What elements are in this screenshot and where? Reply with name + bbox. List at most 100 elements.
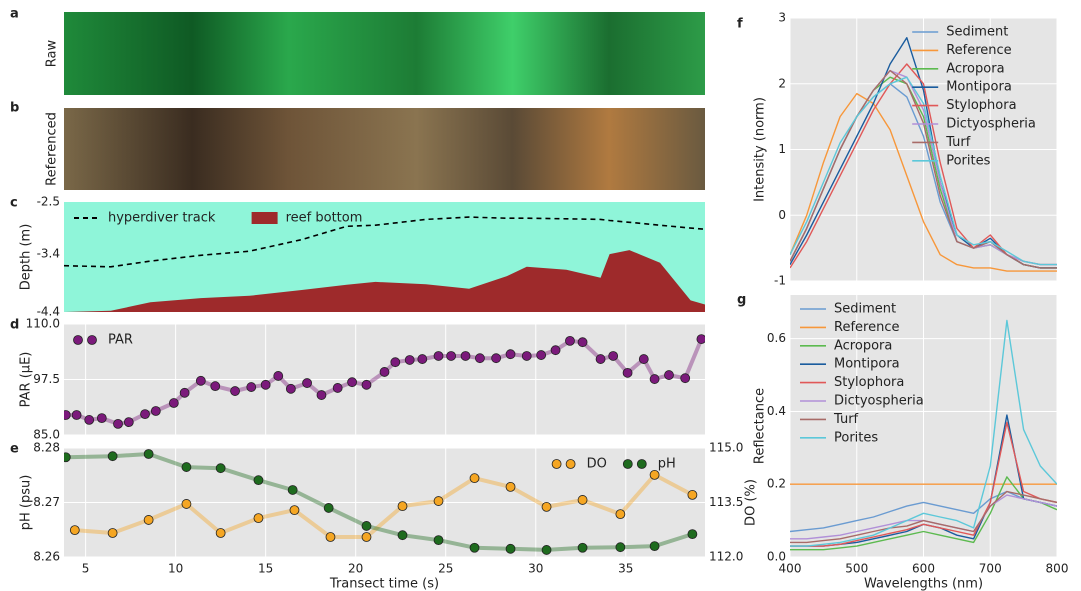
x-axis-label: Wavelengths (nm) xyxy=(864,577,983,591)
y-axis-label: PAR (μE) xyxy=(19,352,34,408)
marker xyxy=(231,387,240,396)
x-tick-label: 35 xyxy=(618,562,633,576)
marker xyxy=(398,502,407,511)
marker xyxy=(180,388,189,397)
marker xyxy=(398,531,407,540)
marker xyxy=(616,543,625,552)
y-axis-label: Intensity (norm) xyxy=(753,97,768,202)
x-tick-label: 500 xyxy=(845,562,868,576)
plot xyxy=(61,324,706,435)
y2-tick-label: 113.5 xyxy=(709,495,743,509)
photo-mosaic xyxy=(64,108,705,190)
marker xyxy=(542,545,551,554)
legend-swatch xyxy=(252,212,278,224)
marker xyxy=(380,367,389,376)
y-tick-label: -1 xyxy=(774,274,786,288)
legend-marker xyxy=(552,460,561,469)
legend-label: DO xyxy=(587,457,607,472)
legend-label: reef bottom xyxy=(286,211,363,226)
y-tick-label: 8.26 xyxy=(33,550,60,564)
marker xyxy=(141,410,150,419)
panel-letter: b xyxy=(10,101,19,116)
marker xyxy=(144,515,153,524)
y-axis-label: Depth (m) xyxy=(19,224,34,291)
marker xyxy=(506,482,515,491)
x-tick-label: 5 xyxy=(82,562,90,576)
legend-label: Reference xyxy=(946,43,1011,58)
marker xyxy=(261,380,270,389)
photo-mosaic xyxy=(64,12,705,95)
x-tick-label: 15 xyxy=(258,562,273,576)
y-tick-label: 0.6 xyxy=(767,331,786,345)
marker xyxy=(551,346,560,355)
marker xyxy=(650,470,659,479)
legend-label: Porites xyxy=(946,153,990,168)
y-tick-label: 1 xyxy=(778,142,786,156)
legend-label: pH xyxy=(658,457,676,472)
marker xyxy=(537,351,546,360)
x-tick-label: 600 xyxy=(912,562,935,576)
legend-label: Dictyospheria xyxy=(834,394,924,409)
marker xyxy=(596,355,605,364)
marker xyxy=(247,383,256,392)
panel-letter: a xyxy=(10,7,19,22)
marker xyxy=(609,351,618,360)
legend-label: Montipora xyxy=(946,80,1012,95)
marker xyxy=(688,490,697,499)
marker xyxy=(418,355,427,364)
y2-axis-label: DO (%) xyxy=(744,479,759,526)
marker xyxy=(362,533,371,542)
marker xyxy=(681,374,690,383)
marker xyxy=(475,354,484,363)
plot xyxy=(790,18,1057,281)
marker xyxy=(317,391,326,400)
marker xyxy=(303,379,312,388)
y-axis-label: pH (psu) xyxy=(19,475,34,531)
marker xyxy=(85,415,94,424)
legend-label: Stylophora xyxy=(946,98,1016,113)
marker xyxy=(688,530,697,539)
marker xyxy=(333,383,342,392)
marker xyxy=(362,380,371,389)
x-tick-label: 700 xyxy=(979,562,1002,576)
y-tick-label: 0.4 xyxy=(767,404,786,418)
marker xyxy=(151,407,160,416)
marker xyxy=(664,371,673,380)
y-tick-label: -3.4 xyxy=(37,247,60,261)
marker xyxy=(348,378,357,387)
y-tick-label: 0.2 xyxy=(767,477,786,491)
y-tick-label: 8.27 xyxy=(33,495,60,509)
y-tick-label: 0.0 xyxy=(767,550,786,564)
plot xyxy=(790,295,1057,557)
marker xyxy=(124,418,133,427)
marker xyxy=(216,529,225,538)
marker xyxy=(196,376,205,385)
legend-marker xyxy=(566,460,575,469)
y-axis-label: Reflectance xyxy=(753,388,768,464)
panel-letter: c xyxy=(10,196,18,211)
marker xyxy=(324,503,333,512)
marker xyxy=(61,453,70,462)
marker xyxy=(522,351,531,360)
marker xyxy=(108,529,117,538)
marker xyxy=(391,358,400,367)
y-tick-label: 0 xyxy=(778,208,786,222)
x-tick-label: 400 xyxy=(779,562,802,576)
y2-tick-label: 115.0 xyxy=(709,441,743,455)
legend-label: Turf xyxy=(945,135,971,150)
marker xyxy=(362,521,371,530)
y-tick-label: 2 xyxy=(778,76,786,90)
marker xyxy=(211,382,220,391)
marker xyxy=(650,542,659,551)
marker xyxy=(434,351,443,360)
marker xyxy=(578,338,587,347)
marker xyxy=(169,399,178,408)
x-tick-label: 10 xyxy=(168,562,183,576)
marker xyxy=(290,506,299,515)
marker xyxy=(254,476,263,485)
x-tick-label: 800 xyxy=(1046,562,1069,576)
legend-label: Montipora xyxy=(834,357,900,372)
legend-label: Reference xyxy=(834,320,899,335)
panel-letter: d xyxy=(10,318,19,333)
panel-letter: f xyxy=(737,17,743,32)
